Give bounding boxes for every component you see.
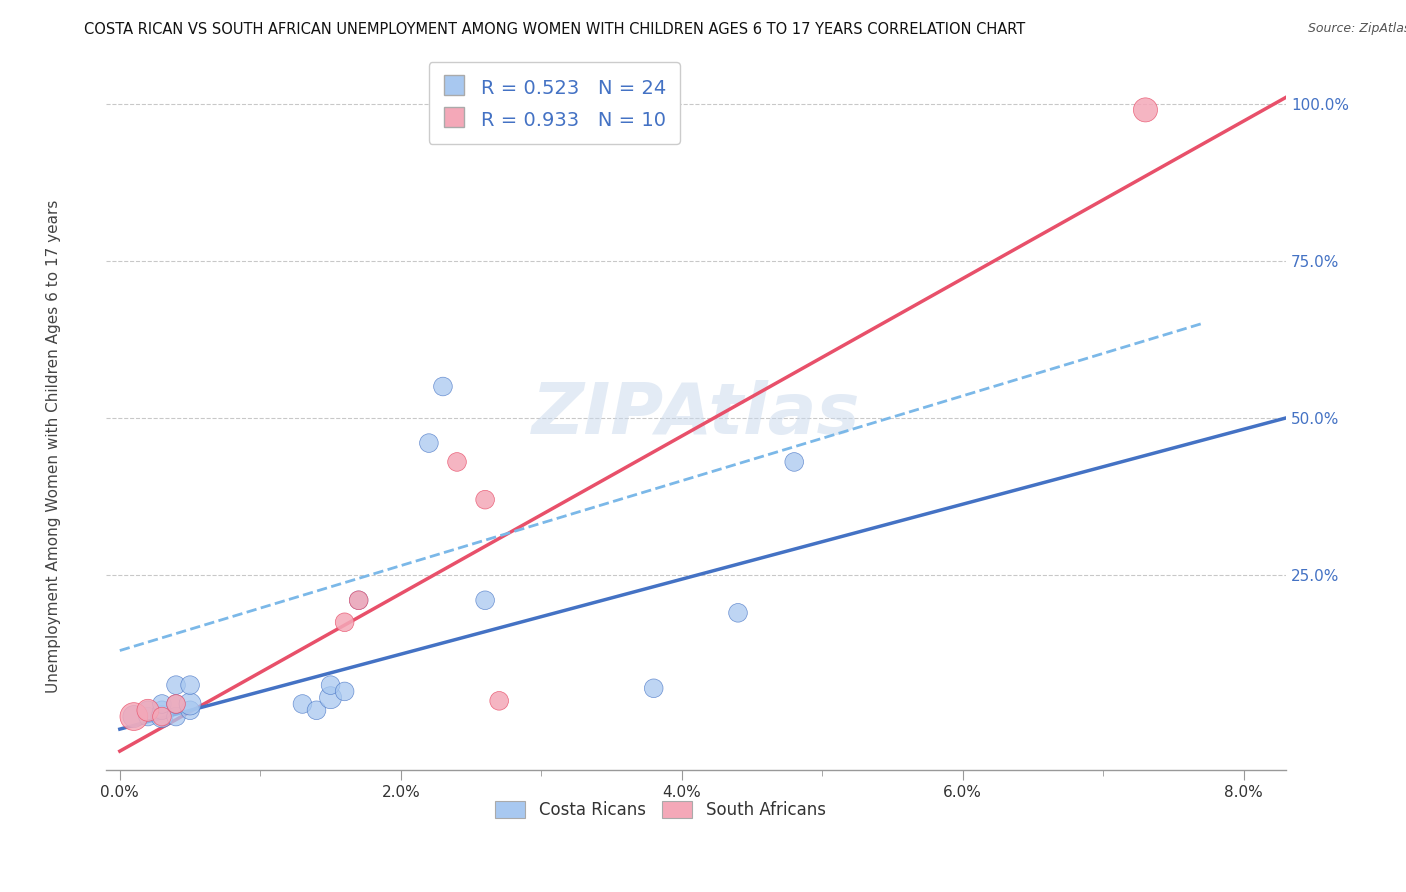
Point	[488, 694, 510, 708]
Text: ZIPAtlas: ZIPAtlas	[531, 380, 860, 450]
Point	[446, 455, 468, 469]
Point	[179, 703, 201, 717]
Point	[122, 709, 145, 723]
Point	[150, 703, 173, 717]
Point	[643, 681, 665, 696]
Legend: Costa Ricans, South Africans: Costa Ricans, South Africans	[489, 794, 832, 826]
Text: Source: ZipAtlas.com: Source: ZipAtlas.com	[1308, 22, 1406, 36]
Point	[474, 492, 496, 507]
Point	[333, 615, 356, 630]
Point	[165, 709, 187, 723]
Point	[150, 709, 173, 723]
Point	[319, 678, 342, 692]
Text: Unemployment Among Women with Children Ages 6 to 17 years: Unemployment Among Women with Children A…	[46, 199, 60, 693]
Point	[1135, 103, 1157, 117]
Point	[179, 678, 201, 692]
Point	[179, 697, 201, 711]
Point	[418, 436, 440, 450]
Point	[783, 455, 806, 469]
Point	[136, 703, 159, 717]
Point	[319, 690, 342, 705]
Point	[150, 709, 173, 723]
Point	[165, 697, 187, 711]
Point	[291, 697, 314, 711]
Point	[347, 593, 370, 607]
Point	[727, 606, 749, 620]
Point	[305, 703, 328, 717]
Point	[150, 697, 173, 711]
Point	[432, 379, 454, 393]
Point	[347, 593, 370, 607]
Point	[333, 684, 356, 698]
Text: COSTA RICAN VS SOUTH AFRICAN UNEMPLOYMENT AMONG WOMEN WITH CHILDREN AGES 6 TO 17: COSTA RICAN VS SOUTH AFRICAN UNEMPLOYMEN…	[84, 22, 1025, 37]
Point	[165, 678, 187, 692]
Point	[165, 697, 187, 711]
Point	[122, 709, 145, 723]
Point	[474, 593, 496, 607]
Point	[136, 709, 159, 723]
Point	[136, 703, 159, 717]
